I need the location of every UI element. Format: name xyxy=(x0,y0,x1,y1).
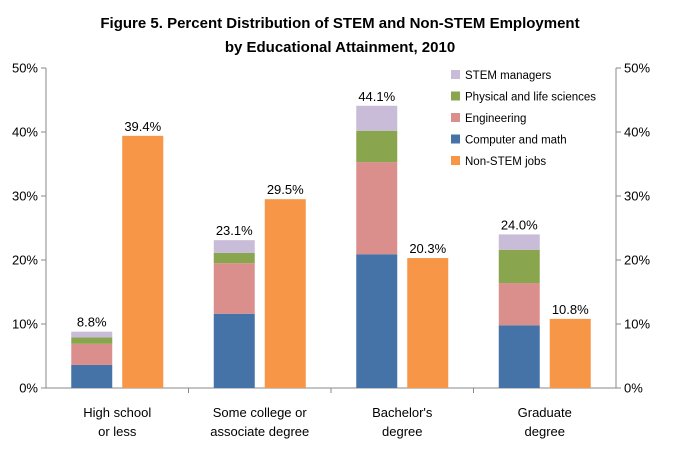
y-tick-label-left: 30% xyxy=(12,189,38,204)
stem-total-label: 44.1% xyxy=(358,89,395,104)
bar-non-stem-jobs xyxy=(264,199,306,388)
bar-segment-engineering xyxy=(71,343,113,365)
chart-title-line-1: Figure 5. Percent Distribution of STEM a… xyxy=(100,15,579,32)
bar-segment-engineering xyxy=(356,162,398,255)
y-tick-label-right: 0% xyxy=(624,381,643,396)
x-category-label: Some college or xyxy=(213,405,308,420)
x-category-label: degree xyxy=(382,424,422,439)
bar-segment-computer-and-math xyxy=(498,325,540,388)
bar-non-stem-jobs xyxy=(122,135,164,388)
legend-item-label: Engineering xyxy=(465,113,526,125)
legend-swatch xyxy=(451,91,460,101)
bar-segment-stem-managers xyxy=(356,105,398,131)
bar-segment-stem-managers xyxy=(213,240,255,253)
legend-item-label: STEM managers xyxy=(465,70,552,82)
stem-total-label: 8.8% xyxy=(77,315,107,330)
legend-item-label: Physical and life sciences xyxy=(465,92,596,104)
bar-segment-stem-managers xyxy=(71,331,113,338)
bar-segment-physical-and-life-sciences xyxy=(213,252,255,264)
bar-segment-computer-and-math xyxy=(213,313,255,388)
bar-segment-engineering xyxy=(213,263,255,314)
legend-swatch xyxy=(451,156,460,165)
y-tick-label-left: 50% xyxy=(12,61,38,76)
x-category-label: degree xyxy=(525,424,565,439)
legend-item-label: Non-STEM jobs xyxy=(465,156,546,168)
stem-total-label: 24.0% xyxy=(501,217,538,232)
bar-non-stem-jobs xyxy=(549,318,591,388)
non-stem-value-label: 20.3% xyxy=(409,241,446,256)
bar-segment-physical-and-life-sciences xyxy=(498,249,540,284)
bar-segment-engineering xyxy=(498,283,540,326)
x-category-label: associate degree xyxy=(210,424,309,439)
bars xyxy=(71,105,591,388)
legend-swatch xyxy=(451,134,460,144)
legend-item-label: Computer and math xyxy=(465,135,567,147)
bar-segment-computer-and-math xyxy=(356,254,398,388)
y-tick-label-left: 40% xyxy=(12,125,38,140)
y-tick-label-right: 50% xyxy=(624,61,650,76)
stem-total-label: 23.1% xyxy=(216,223,253,238)
y-tick-label-left: 20% xyxy=(12,253,38,268)
non-stem-value-label: 39.4% xyxy=(124,119,161,134)
x-category-label: or less xyxy=(98,424,137,439)
non-stem-value-label: 29.5% xyxy=(267,182,304,197)
y-tick-label-left: 0% xyxy=(19,381,38,396)
bar-segment-physical-and-life-sciences xyxy=(356,130,398,163)
data-labels: 8.8% 39.4% 23.1% 29.5% 44.1% 20.3% 24.0% 10.8% xyxy=(77,89,589,330)
non-stem-value-label: 10.8% xyxy=(552,302,589,317)
axes: 0% 0% 10% 10% 20% 20% 30% 30% 40% 40% 50% 50% High s… xyxy=(12,61,650,440)
y-tick-label-right: 10% xyxy=(624,317,650,332)
chart-title-line-2: by Educational Attainment, 2010 xyxy=(225,39,455,56)
legend-swatch xyxy=(451,113,460,122)
x-category-label: Bachelor's xyxy=(372,405,433,420)
x-category-label: High school xyxy=(83,405,151,420)
legend-swatch xyxy=(451,70,460,79)
bar-segment-physical-and-life-sciences xyxy=(71,337,113,344)
legend: STEM managers Physical and life sciences E… xyxy=(451,70,596,168)
bar-segment-computer-and-math xyxy=(71,364,113,388)
bar-segment-stem-managers xyxy=(498,234,540,250)
y-tick-label-right: 40% xyxy=(624,125,650,140)
y-tick-label-right: 20% xyxy=(624,253,650,268)
y-tick-label-right: 30% xyxy=(624,189,650,204)
x-category-label: Graduate xyxy=(518,405,572,420)
bar-non-stem-jobs xyxy=(407,258,449,388)
y-tick-label-left: 10% xyxy=(12,317,38,332)
